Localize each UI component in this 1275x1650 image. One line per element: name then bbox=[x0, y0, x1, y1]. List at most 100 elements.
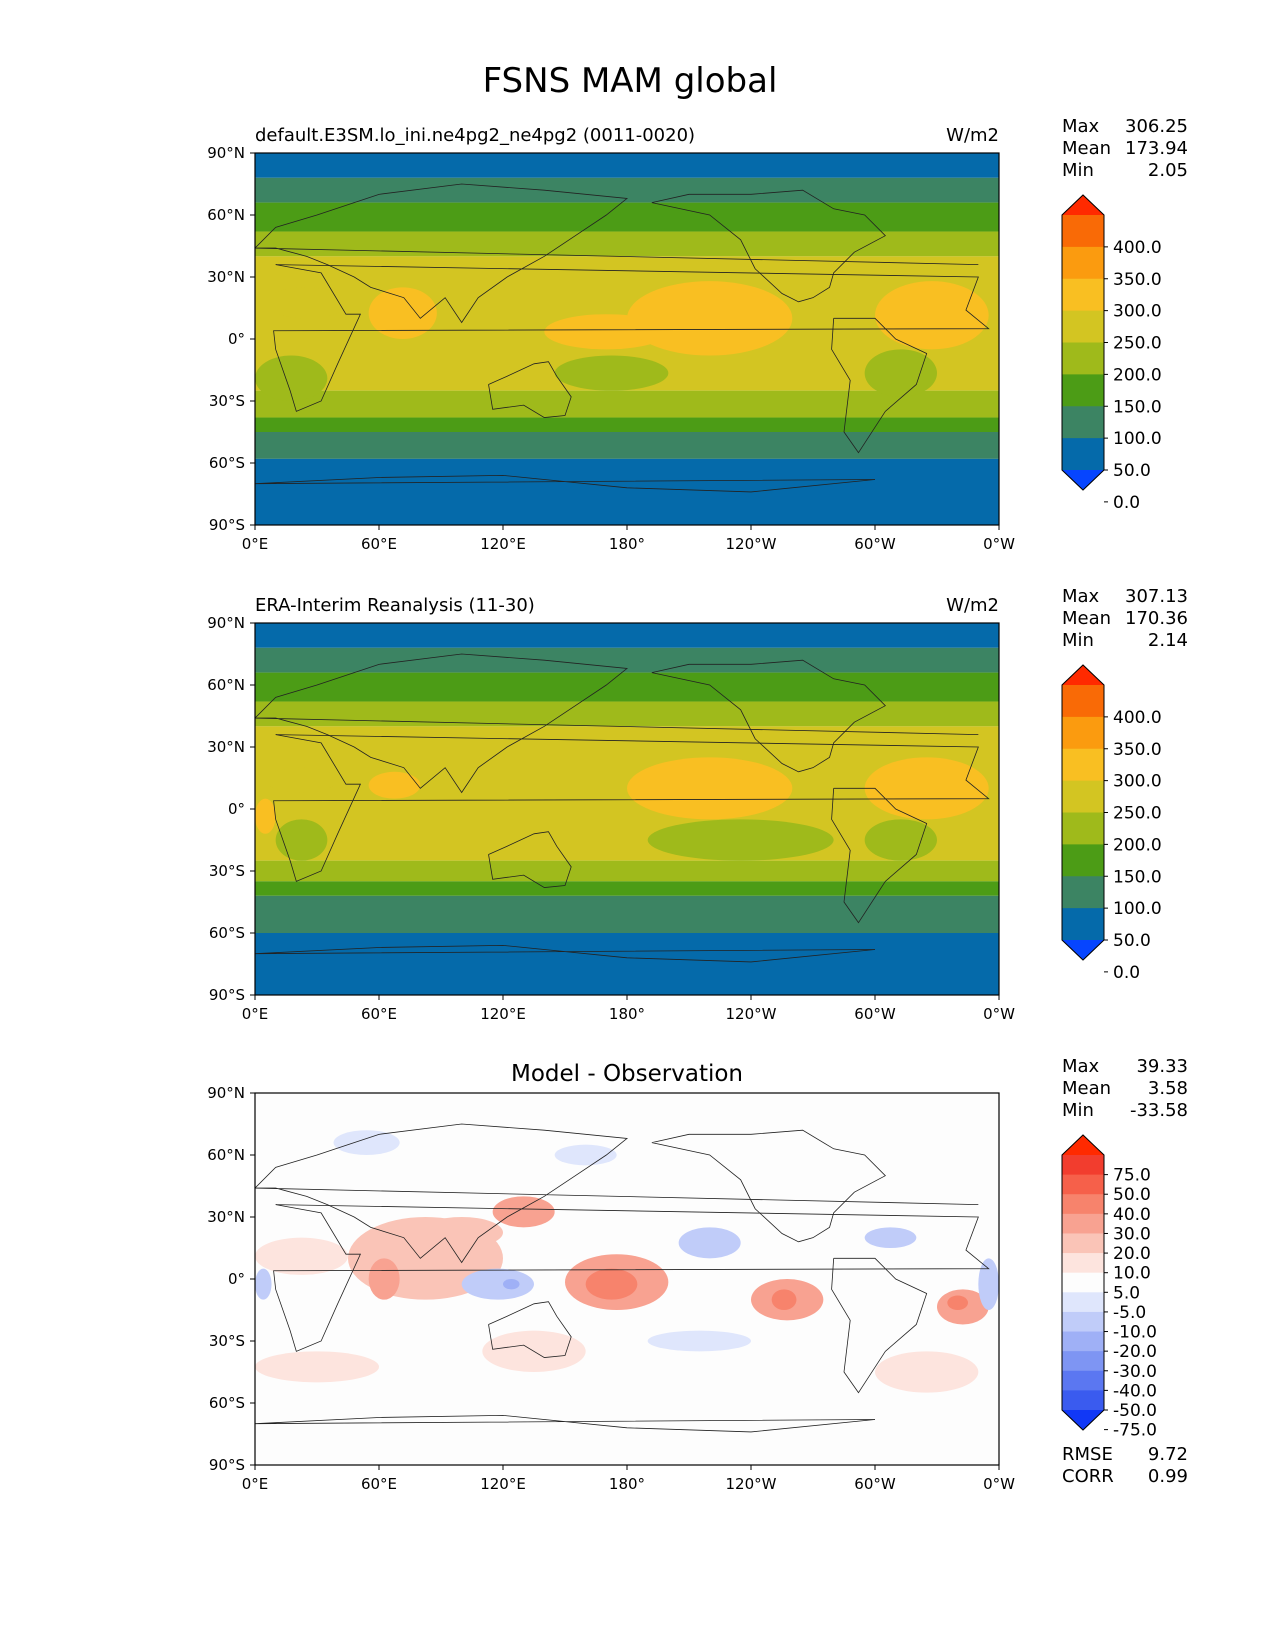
colorbar-segment bbox=[1062, 1390, 1104, 1411]
field-region bbox=[585, 1268, 638, 1300]
colorbar-tick-label: 0.0 bbox=[1113, 493, 1140, 513]
zonal-band bbox=[255, 672, 999, 702]
colorbar-tick-label: -50.0 bbox=[1113, 1401, 1157, 1421]
field-region bbox=[647, 1330, 751, 1352]
colorbar-segment bbox=[1062, 1331, 1104, 1352]
colorbar-segment bbox=[1062, 1174, 1104, 1195]
map-field bbox=[255, 1093, 999, 1465]
colorbar-segment bbox=[1062, 685, 1104, 718]
coastline bbox=[255, 183, 979, 324]
zonal-band bbox=[255, 701, 999, 727]
panel-units: W/m2 bbox=[946, 595, 999, 616]
colorbar-tick-label: 300.0 bbox=[1113, 772, 1162, 792]
colorbar: 400.0 350.0 300.0 250.0 200.0 150.0 100.0 50.0 0… bbox=[1061, 664, 1162, 983]
stat-value: -33.58 bbox=[1130, 1100, 1188, 1121]
colorbar: 400.0 350.0 300.0 250.0 200.0 150.0 100.0 50.0 0… bbox=[1061, 194, 1162, 513]
colorbar-tick-label: -5.0 bbox=[1113, 1303, 1146, 1323]
stat-label: Max bbox=[1062, 586, 1100, 607]
colorbar-segment bbox=[1062, 1155, 1104, 1176]
field-region bbox=[647, 819, 834, 861]
x-tick-label: 0°W bbox=[983, 535, 1015, 553]
panel-center-title: Model - Observation bbox=[511, 1061, 743, 1087]
colorbar-tick-label: 250.0 bbox=[1113, 804, 1162, 824]
colorbar-segment bbox=[1062, 278, 1104, 312]
coastline bbox=[255, 1414, 876, 1433]
y-tick-label: 30°S bbox=[209, 862, 245, 880]
colorbar-extend-min bbox=[1062, 940, 1104, 960]
x-tick-label: 180° bbox=[609, 535, 645, 553]
colorbar-segment bbox=[1062, 1253, 1104, 1274]
colorbar-tick-label: 400.0 bbox=[1113, 238, 1162, 258]
colorbar-extend-max bbox=[1062, 195, 1104, 215]
colorbar-tick-label: 20.0 bbox=[1113, 1244, 1151, 1264]
error-stat-label: RMSE bbox=[1062, 1444, 1113, 1465]
stat-value: 170.36 bbox=[1125, 608, 1188, 629]
x-tick-label: 60°E bbox=[361, 535, 397, 553]
x-tick-label: 120°E bbox=[480, 1005, 526, 1023]
x-tick-label: 60°W bbox=[854, 1005, 896, 1023]
colorbar-tick-label: 10.0 bbox=[1113, 1264, 1151, 1284]
x-tick-label: 60°W bbox=[854, 535, 896, 553]
x-tick-label: 0°W bbox=[983, 1475, 1015, 1493]
coastline bbox=[273, 1204, 990, 1352]
zonal-band bbox=[255, 231, 999, 257]
field-region bbox=[864, 349, 937, 397]
zonal-band bbox=[255, 432, 999, 459]
y-tick-label: 90°S bbox=[209, 1456, 245, 1474]
field-region bbox=[678, 1227, 741, 1259]
zonal-band bbox=[255, 860, 999, 882]
x-tick-label: 120°E bbox=[480, 1475, 526, 1493]
colorbar-segment bbox=[1062, 1233, 1104, 1254]
colorbar-segment bbox=[1062, 310, 1104, 343]
colorbar-segment bbox=[1062, 1311, 1104, 1333]
colorbar-tick-label: 100.0 bbox=[1113, 899, 1162, 919]
colorbar-extend-max bbox=[1062, 665, 1104, 685]
y-tick-label: 90°N bbox=[207, 1084, 245, 1102]
stat-label: Max bbox=[1062, 1056, 1100, 1077]
zonal-band bbox=[255, 933, 999, 995]
field-region bbox=[368, 287, 437, 339]
x-tick-label: 120°W bbox=[726, 1475, 777, 1493]
x-tick-label: 120°E bbox=[480, 535, 526, 553]
x-tick-label: 0°E bbox=[242, 535, 269, 553]
y-tick-label: 30°N bbox=[207, 1208, 245, 1226]
colorbar: 75.050.040.030.020.010.05.0-5.0-10.0-20.… bbox=[1061, 1134, 1157, 1441]
stat-value: 3.58 bbox=[1148, 1078, 1188, 1099]
stat-label: Max bbox=[1062, 116, 1100, 137]
panel-left-title: default.E3SM.lo_ini.ne4pg2_ne4pg2 (0011-… bbox=[255, 125, 695, 146]
y-tick-label: 60°S bbox=[209, 924, 245, 942]
zonal-band bbox=[255, 153, 999, 178]
colorbar-segment bbox=[1062, 1194, 1104, 1215]
coastline bbox=[488, 831, 572, 888]
y-tick-label: 30°N bbox=[207, 268, 245, 286]
colorbar-segment bbox=[1062, 812, 1104, 845]
y-tick-label: 30°S bbox=[209, 392, 245, 410]
colorbar-tick-label: 30.0 bbox=[1113, 1224, 1151, 1244]
colorbar-tick-label: 250.0 bbox=[1113, 334, 1162, 354]
field-region bbox=[255, 1237, 348, 1275]
map-panel-reference: ERA-Interim Reanalysis (11-30) W/m2 0°E 60°… bbox=[207, 586, 1188, 1023]
coastline bbox=[488, 361, 572, 418]
y-tick-label: 0° bbox=[228, 1270, 245, 1288]
colorbar-segment bbox=[1062, 716, 1104, 750]
field-region bbox=[554, 1144, 617, 1166]
field-region bbox=[492, 1196, 555, 1228]
panel-units: W/m2 bbox=[946, 125, 999, 146]
y-tick-label: 0° bbox=[228, 330, 245, 348]
colorbar-tick-label: 50.0 bbox=[1113, 931, 1151, 951]
field-region bbox=[265, 767, 338, 793]
colorbar-segment bbox=[1062, 246, 1104, 280]
field-region bbox=[420, 1217, 503, 1248]
coastline bbox=[651, 659, 886, 773]
colorbar-segment bbox=[1062, 342, 1104, 375]
colorbar-segment bbox=[1062, 748, 1104, 782]
colorbar-segment bbox=[1062, 406, 1104, 439]
y-tick-label: 60°N bbox=[207, 206, 245, 224]
x-tick-label: 60°E bbox=[361, 1005, 397, 1023]
colorbar-tick-label: -75.0 bbox=[1113, 1421, 1157, 1441]
zonal-band bbox=[255, 895, 999, 933]
field-region bbox=[864, 757, 989, 820]
colorbar-tick-label: 75.0 bbox=[1113, 1166, 1151, 1186]
field-region bbox=[627, 281, 793, 356]
stat-value: 2.05 bbox=[1148, 160, 1188, 181]
